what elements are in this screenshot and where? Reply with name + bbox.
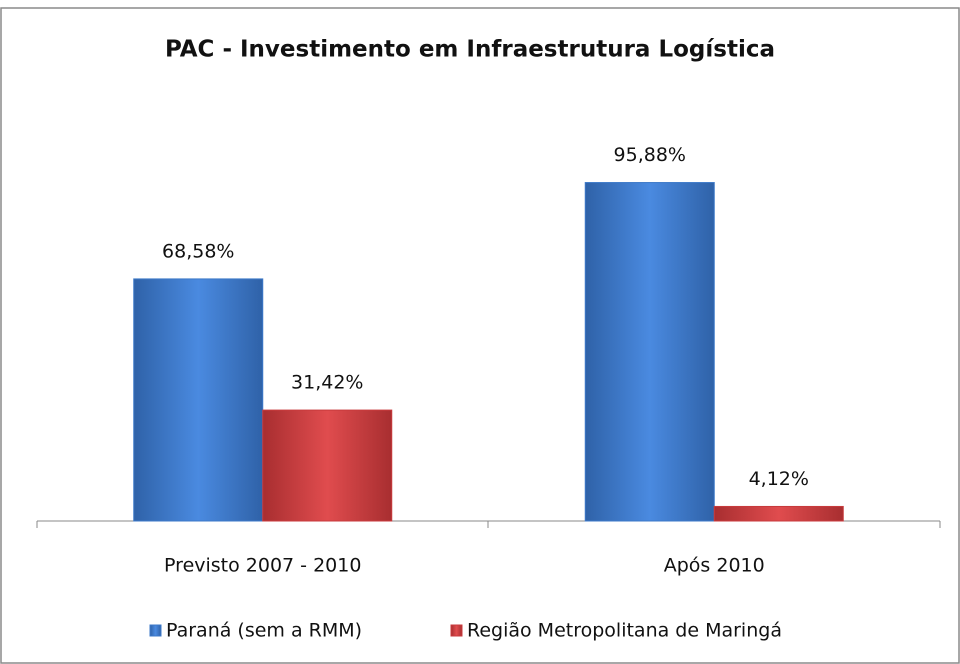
bar: [262, 409, 393, 522]
bar: [713, 505, 844, 522]
x-tick-label: Previsto 2007 - 2010: [164, 555, 361, 577]
legend-label: Região Metropolitana de Maringá: [467, 620, 782, 642]
data-label: 68,58%: [162, 240, 234, 262]
bar: [133, 278, 264, 522]
legend-swatch: [149, 624, 162, 637]
legend-swatch: [450, 624, 463, 637]
data-label: 31,42%: [291, 372, 363, 394]
data-label: 4,12%: [749, 468, 809, 490]
data-label: 95,88%: [614, 144, 686, 166]
legend-label: Paraná (sem a RMM): [166, 620, 362, 642]
x-tick-label: Após 2010: [664, 555, 765, 577]
bar: [584, 182, 715, 522]
chart-title: PAC - Investimento em Infraestrutura Log…: [165, 37, 775, 63]
